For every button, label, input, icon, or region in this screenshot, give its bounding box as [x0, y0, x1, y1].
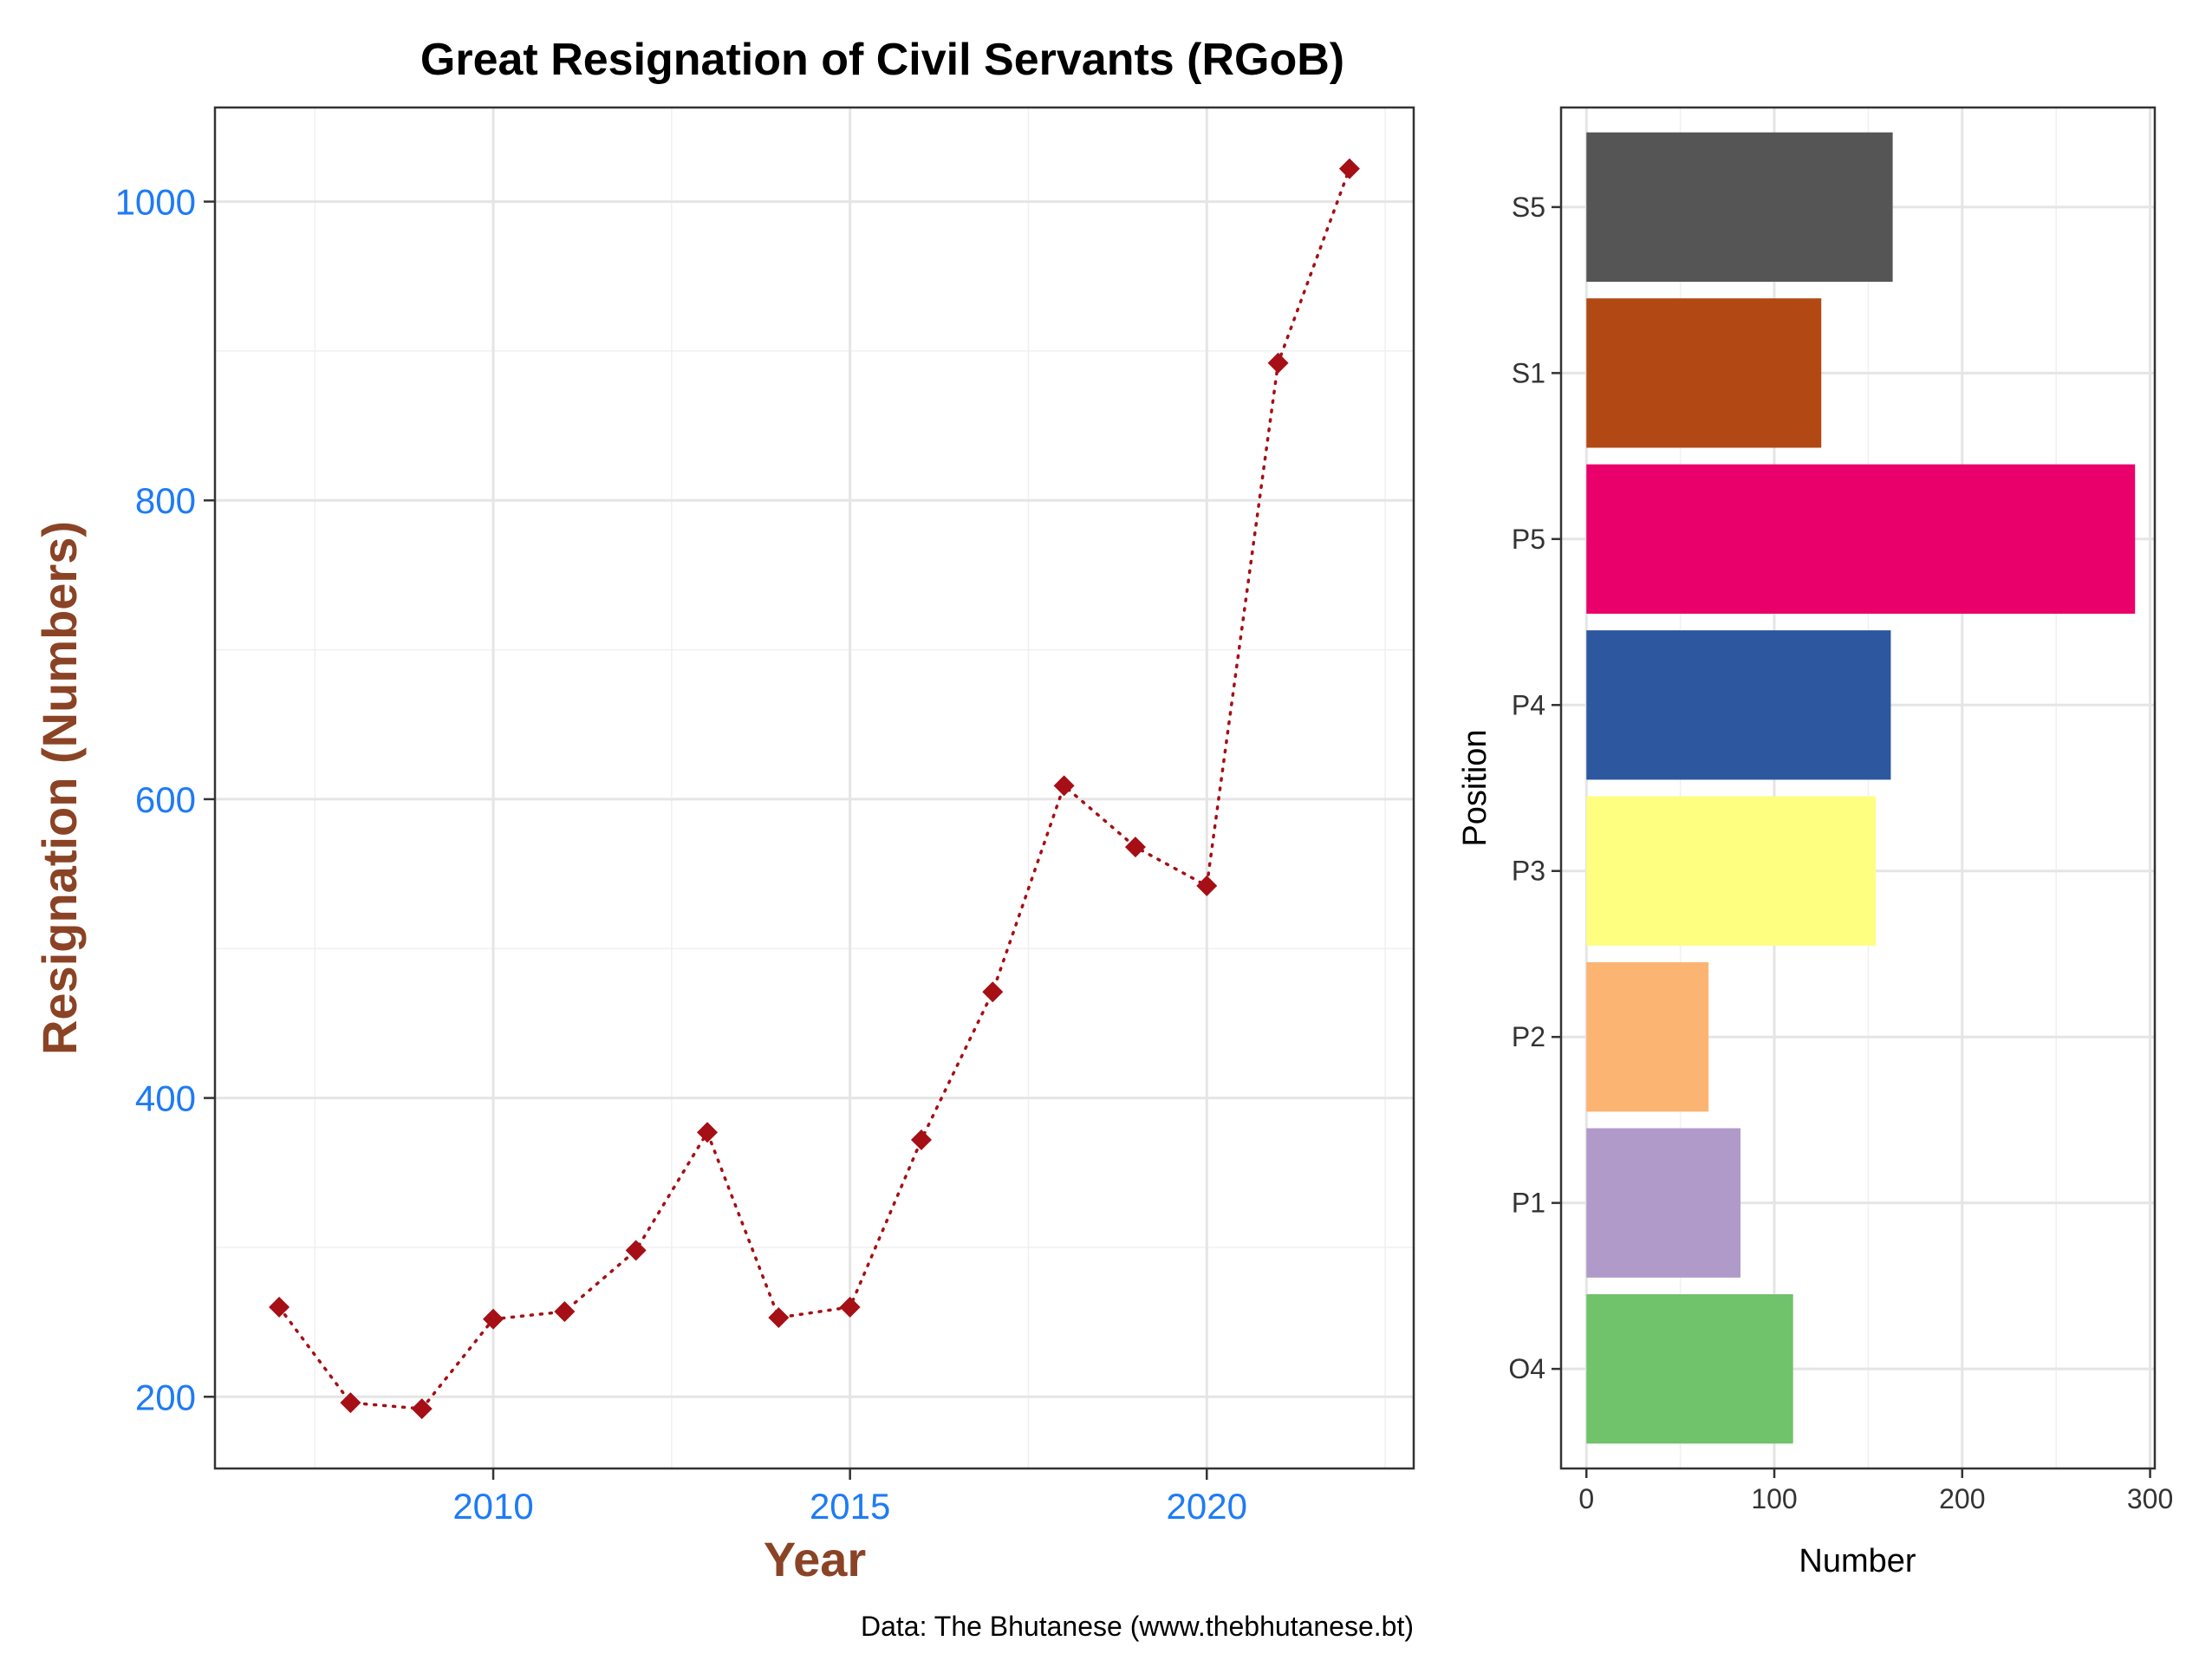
bar-x-tick-label-300: 300: [2127, 1483, 2173, 1514]
bar-P1: [1586, 1128, 1741, 1278]
bar-x-tick-label-200: 200: [1939, 1483, 1985, 1514]
bar-S5: [1586, 132, 1893, 283]
bar-y-tick-label-S1: S1: [1512, 357, 1545, 388]
bar-P3: [1586, 796, 1877, 946]
x-tick-label-2020: 2020: [1167, 1486, 1247, 1527]
data-point-2018: [1053, 775, 1075, 797]
data-point-2021: [1267, 352, 1289, 374]
data-point-2017: [982, 981, 1004, 1003]
chart-title: Great Resignation of Civil Servants (RGo…: [420, 35, 1344, 85]
line-chart-border: [213, 106, 1415, 1470]
bar-y-tick-label-P3: P3: [1512, 856, 1545, 887]
x-tick-label-2015: 2015: [810, 1486, 890, 1527]
chart-caption: Data: The Bhutanese (www.thebhutanese.bt…: [861, 1611, 1414, 1642]
y-tick-label-800: 800: [135, 480, 196, 521]
y-tick-label-400: 400: [135, 1078, 196, 1119]
line-chart-gridlines: [215, 107, 1414, 1468]
data-point-2009: [411, 1398, 433, 1420]
bar-P5: [1586, 464, 2136, 614]
bar-y-tick-label-P2: P2: [1512, 1021, 1545, 1052]
data-point-2022: [1338, 158, 1360, 179]
y-tick-label-200: 200: [135, 1377, 196, 1417]
bar-y-tick-label-P5: P5: [1512, 524, 1545, 555]
line-chart-x-axis-title: Year: [764, 1532, 866, 1586]
data-point-2013: [697, 1122, 719, 1143]
bar-y-tick-label-S5: S5: [1512, 192, 1545, 223]
bar-P4: [1586, 630, 1891, 780]
bar-chart-panel: 0 100 200 300 O4 P1 P2 P3 P4 P5 S1 S5 Number Positi…: [1457, 106, 2173, 1579]
bar-P2: [1586, 962, 1709, 1112]
line-chart-background: [215, 107, 1414, 1468]
resignation-points: [269, 158, 1360, 1420]
x-tick-label-2010: 2010: [452, 1486, 533, 1527]
bar-O4: [1586, 1293, 1793, 1444]
bar-chart-x-axis-title: Number: [1799, 1543, 1916, 1579]
bar-y-tick-label-O4: O4: [1508, 1353, 1545, 1384]
resignation-line: [277, 166, 1351, 1410]
bar-chart-axes: 0 100 200 300 O4 P1 P2 P3 P4 P5 S1 S5: [1508, 192, 2173, 1514]
data-point-2020: [1196, 875, 1218, 896]
bar-chart-bars: [1586, 132, 2136, 1444]
data-point-2012: [625, 1240, 647, 1261]
bar-x-tick-label-0: 0: [1578, 1483, 1594, 1514]
line-chart-y-axis-title: Resignation (Numbers): [32, 521, 87, 1055]
bar-chart-y-axis-title: Position: [1457, 729, 1493, 846]
data-point-2010: [483, 1308, 504, 1330]
data-point-2011: [554, 1301, 576, 1323]
data-point-2016: [910, 1129, 932, 1150]
line-chart-axes: 2010 2015 2020 200 400 600 800 1000: [115, 182, 1247, 1527]
bar-y-tick-label-P4: P4: [1512, 689, 1545, 720]
bar-chart-border: [1559, 106, 2157, 1470]
data-point-2007: [269, 1296, 290, 1318]
data-point-2019: [1124, 837, 1146, 858]
line-chart-panel: 2010 2015 2020 200 400 600 800 1000 Year Resign…: [32, 106, 1415, 1586]
bar-y-tick-label-P1: P1: [1512, 1188, 1545, 1219]
bar-x-tick-label-100: 100: [1751, 1483, 1797, 1514]
bar-S1: [1586, 298, 1822, 448]
y-tick-label-600: 600: [135, 779, 196, 820]
data-point-2008: [340, 1392, 361, 1414]
y-tick-label-1000: 1000: [115, 182, 196, 223]
data-point-2015: [839, 1296, 861, 1318]
data-point-2014: [768, 1306, 790, 1328]
resignation-series-line: [277, 166, 1351, 1410]
